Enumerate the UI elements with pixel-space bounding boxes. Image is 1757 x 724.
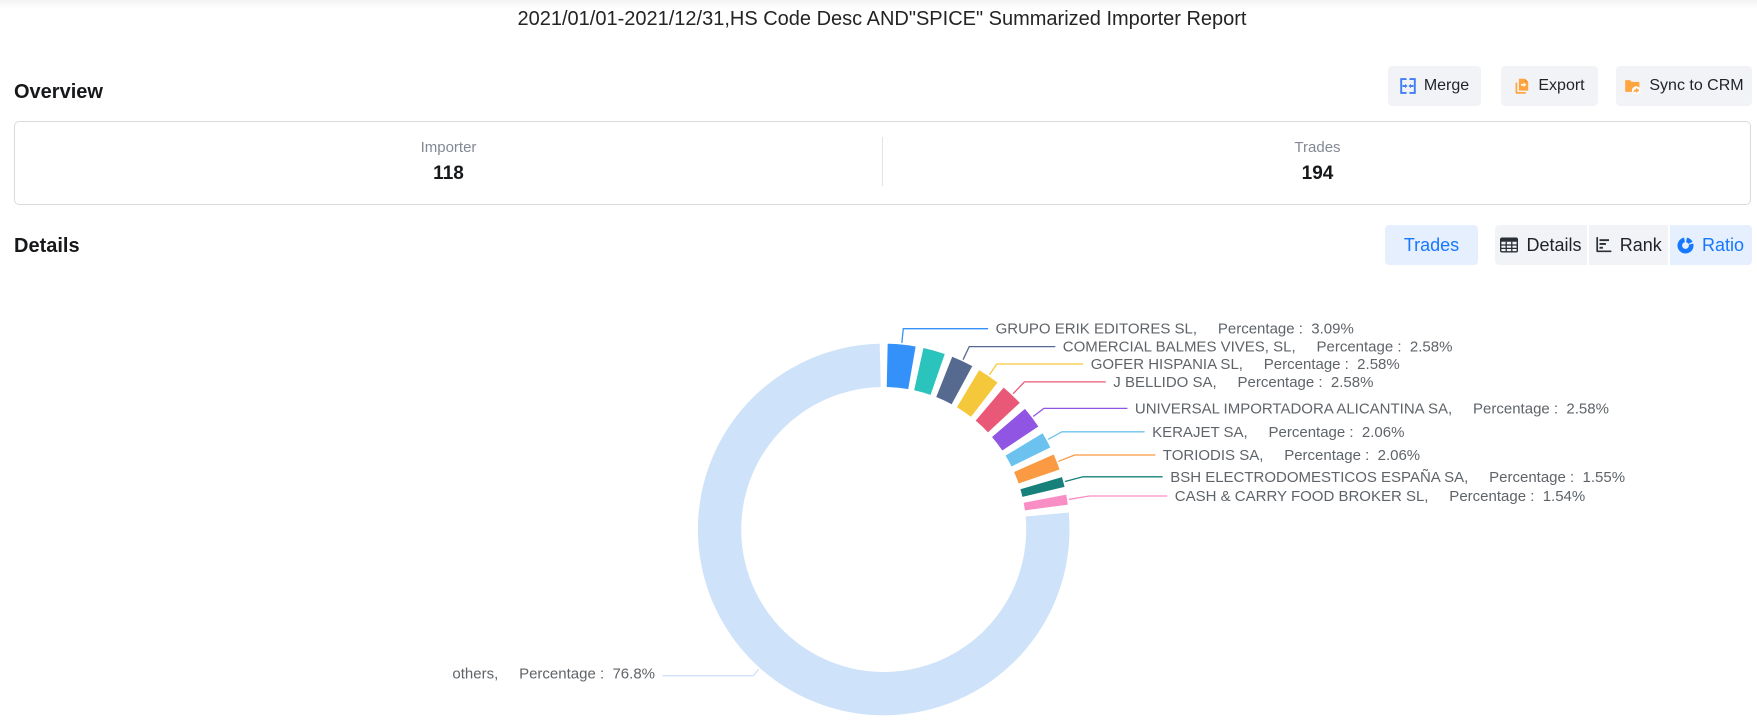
svg-text:UNIVERSAL IMPORTADORA ALICANTI: UNIVERSAL IMPORTADORA ALICANTINA SA, Per… [1135,400,1609,417]
svg-text:TORIODIS SA, Percentage :: TORIODIS SA, Percentage : 2.06% [1163,447,1420,464]
svg-text:CASH & CARRY FOOD BROKER SL,: CASH & CARRY FOOD BROKER SL, Percentage … [1175,488,1585,505]
svg-text:KERAJET SA, Percentage :: KERAJET SA, Percentage : 2.06% [1152,424,1404,441]
svg-text:COMERCIAL BALMES VIVES, SL,: COMERCIAL BALMES VIVES, SL, Percentage :… [1063,339,1453,356]
svg-text:others, Percentage : 76.8: others, Percentage : 76.8% [452,666,655,683]
svg-text:J BELLIDO SA, Percentage :: J BELLIDO SA, Percentage : 2.58% [1113,374,1373,391]
svg-text:GOFER HISPANIA SL, Percent: GOFER HISPANIA SL, Percentage : 2.58% [1091,356,1400,373]
svg-text:BSH ELECTRODOMESTICOS ESPAÑA S: BSH ELECTRODOMESTICOS ESPAÑA SA, Percent… [1170,469,1625,486]
svg-text:GRUPO ERIK EDITORES SL, Pe: GRUPO ERIK EDITORES SL, Percentage : 3.0… [996,321,1354,338]
